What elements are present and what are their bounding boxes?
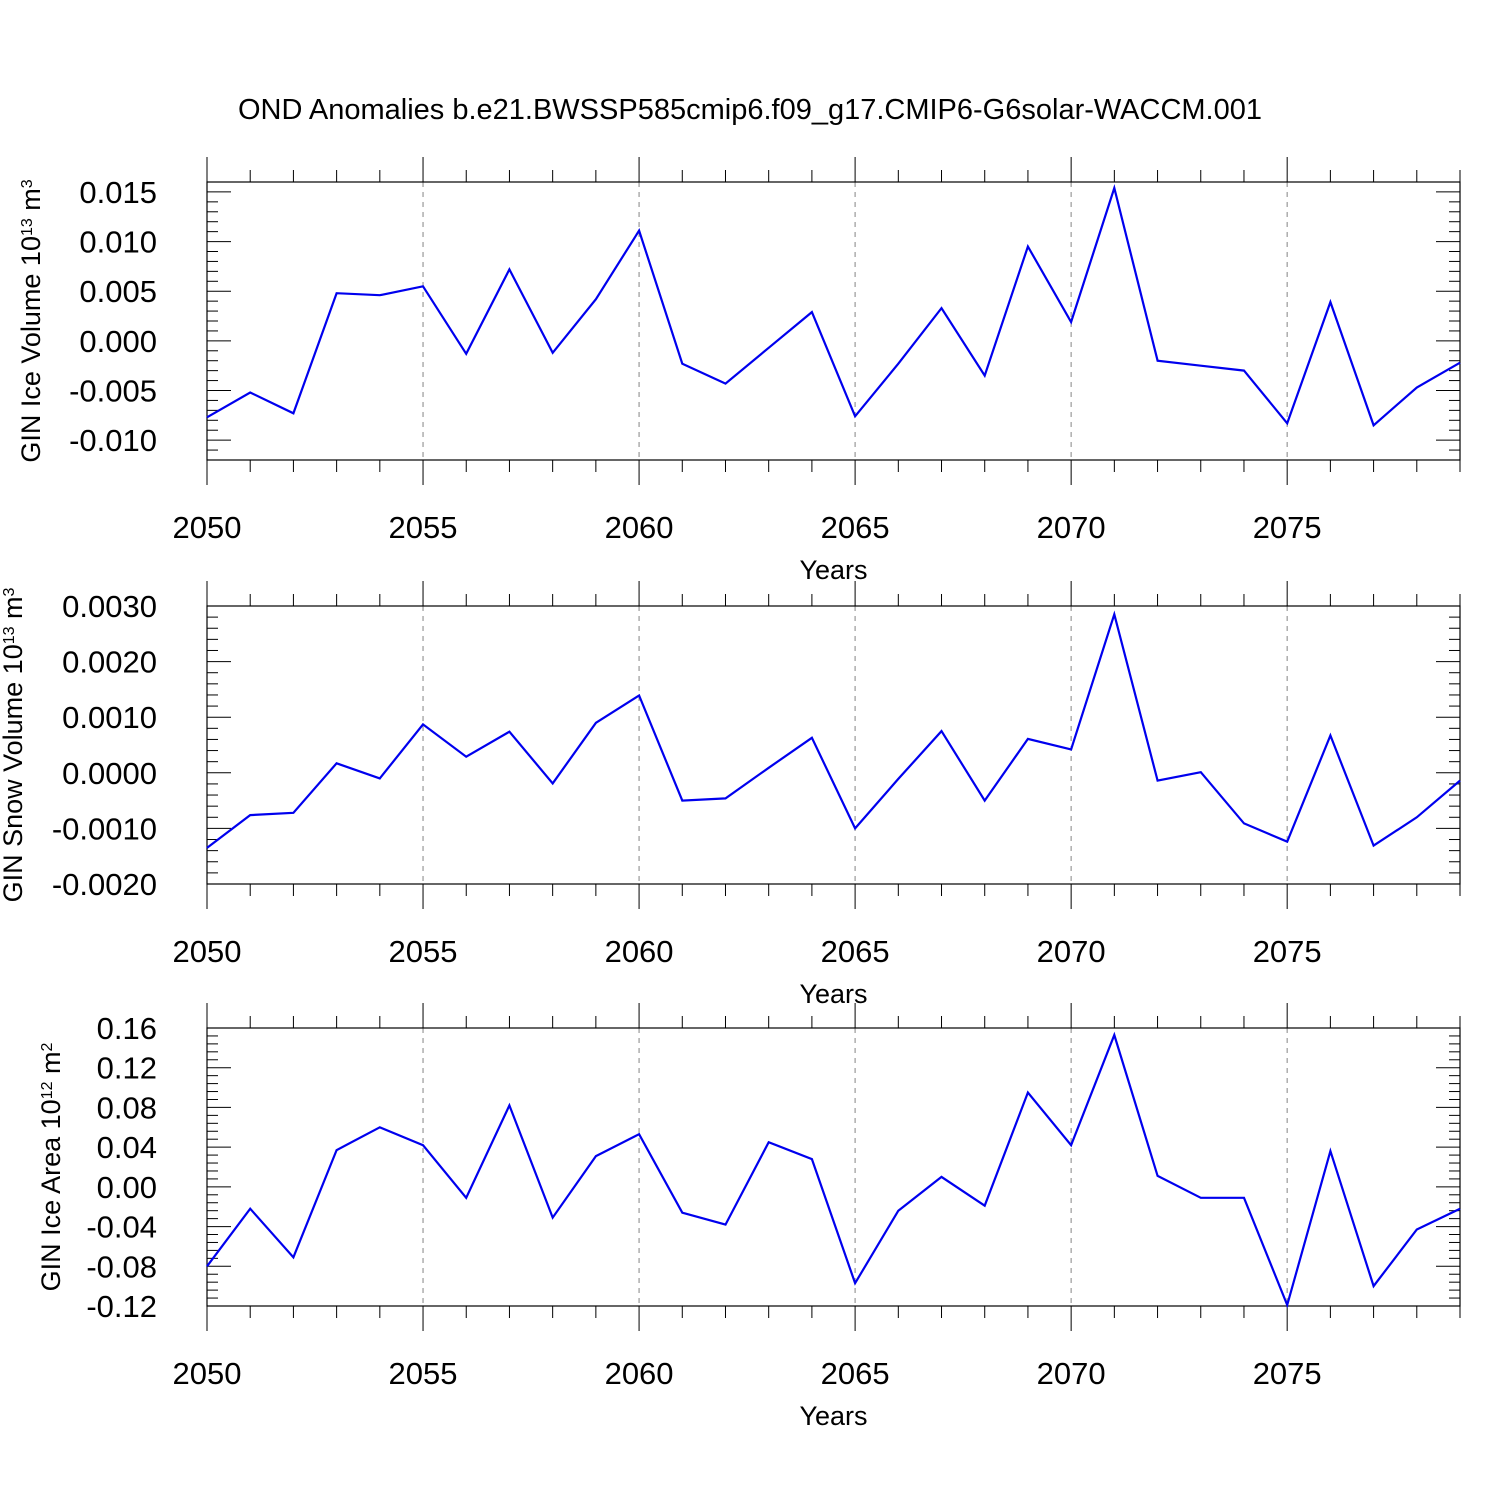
y-tick-label: -0.12 bbox=[86, 1289, 157, 1324]
y-tick-label: -0.08 bbox=[86, 1249, 157, 1284]
x-axis-label: Years bbox=[799, 555, 867, 585]
y-axis-label: GIN Snow Volume 1013 m3 bbox=[0, 587, 28, 902]
y-tick-label: -0.0020 bbox=[52, 867, 157, 902]
y-tick-label: -0.010 bbox=[69, 423, 157, 458]
x-tick-label: 2055 bbox=[389, 510, 458, 545]
y-tick-label: 0.08 bbox=[97, 1090, 157, 1125]
x-tick-label: 2075 bbox=[1253, 934, 1322, 969]
figure-title: OND Anomalies b.e21.BWSSP585cmip6.f09_g1… bbox=[238, 94, 1262, 126]
y-tick-label: 0.0000 bbox=[62, 756, 157, 791]
x-tick-label: 2065 bbox=[821, 510, 890, 545]
y-tick-label: 0.0020 bbox=[62, 645, 157, 680]
series-line bbox=[206, 184, 1461, 428]
x-tick-label: 2075 bbox=[1253, 510, 1322, 545]
y-tick-label: 0.000 bbox=[79, 324, 157, 359]
panels: -0.010 -0.005 0.000 0.005 0.010 0.015 2050 2055… bbox=[0, 157, 1461, 1431]
y-tick-label: -0.0010 bbox=[52, 811, 157, 846]
y-tick-label: 0.16 bbox=[97, 1011, 157, 1046]
y-axis-label: GIN Ice Volume 1013 m3 bbox=[16, 179, 46, 462]
x-tick-label: 2055 bbox=[389, 934, 458, 969]
x-axis-label: Years bbox=[799, 979, 867, 1009]
y-tick-label: 0.010 bbox=[79, 225, 157, 260]
y-axis-label: GIN Ice Area 1012 m2 bbox=[36, 1043, 66, 1292]
chart-panel-2: -0.0020 -0.0010 0.0000 0.0010 0.0020 0.0030 20… bbox=[0, 581, 1461, 1009]
y-tick-label: -0.04 bbox=[86, 1210, 157, 1245]
x-tick-label: 2065 bbox=[821, 1356, 890, 1391]
x-tick-label: 2050 bbox=[173, 934, 242, 969]
x-tick-label: 2070 bbox=[1037, 1356, 1106, 1391]
x-tick-label: 2060 bbox=[605, 510, 674, 545]
plot-frame bbox=[206, 1027, 1461, 1307]
y-tick-label: 0.0010 bbox=[62, 700, 157, 735]
plot-frame bbox=[206, 605, 1461, 885]
x-tick-label: 2060 bbox=[605, 1356, 674, 1391]
y-tick-label: 0.04 bbox=[97, 1130, 157, 1165]
series-line bbox=[206, 610, 1461, 849]
y-tick-label: 0.00 bbox=[97, 1170, 157, 1205]
y-tick-label: 0.0030 bbox=[62, 589, 157, 624]
x-tick-label: 2060 bbox=[605, 934, 674, 969]
y-tick-label: 0.12 bbox=[97, 1051, 157, 1086]
series-line bbox=[206, 1031, 1461, 1309]
x-tick-label: 2050 bbox=[173, 1356, 242, 1391]
chart-panel-1: -0.010 -0.005 0.000 0.005 0.010 0.015 2050 2055… bbox=[16, 157, 1461, 585]
y-tick-label: 0.005 bbox=[79, 274, 157, 309]
x-axis-label: Years bbox=[799, 1401, 867, 1431]
x-tick-label: 2065 bbox=[821, 934, 890, 969]
y-tick-label: -0.005 bbox=[69, 374, 157, 409]
x-tick-label: 2070 bbox=[1037, 934, 1106, 969]
chart-panel-3: -0.12 -0.08 -0.04 0.00 0.04 0.08 0.12 0.16 2050 2… bbox=[36, 1003, 1461, 1431]
x-tick-label: 2075 bbox=[1253, 1356, 1322, 1391]
x-tick-label: 2050 bbox=[173, 510, 242, 545]
x-tick-label: 2055 bbox=[389, 1356, 458, 1391]
y-tick-label: 0.015 bbox=[79, 175, 157, 210]
plot-frame bbox=[206, 181, 1461, 461]
x-tick-label: 2070 bbox=[1037, 510, 1106, 545]
